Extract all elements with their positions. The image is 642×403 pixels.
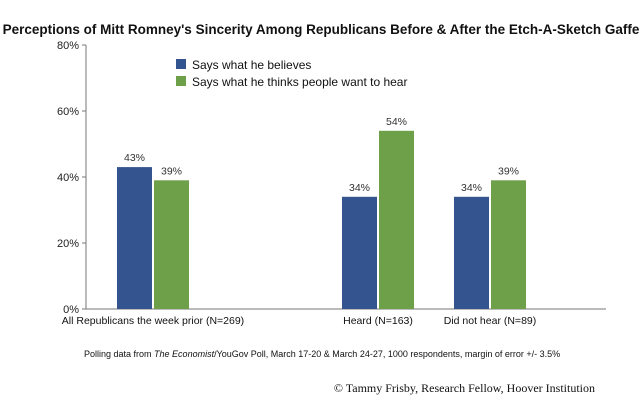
data-label: 34%: [349, 182, 370, 194]
data-label: 34%: [461, 182, 482, 194]
bar-want-to-hear: [491, 180, 526, 309]
y-tick-label: 80%: [57, 40, 79, 52]
chart-title: Perceptions of Mitt Romney's Sincerity A…: [3, 22, 640, 37]
category-label: Heard (N=163): [343, 315, 413, 327]
bar-want-to-hear: [154, 180, 189, 309]
data-labels: 43% 34% 34% 39% 54% 39%: [124, 116, 519, 194]
data-label: 43%: [124, 152, 145, 164]
y-tick-label: 60%: [57, 106, 79, 118]
category-label: Did not hear (N=89): [444, 315, 537, 327]
legend-swatch: [176, 59, 186, 69]
y-tick-label: 40%: [57, 172, 79, 184]
footnote: Polling data from The Economist/YouGov P…: [84, 349, 560, 359]
bar-believes: [117, 167, 152, 309]
bars: [117, 130, 526, 309]
category-label: All Republicans the week prior (N=269): [62, 315, 244, 327]
data-label: 39%: [161, 165, 182, 177]
legend: Says what he believes Says what he thinks…: [176, 58, 407, 89]
bar-believes: [454, 196, 489, 309]
data-label: 39%: [498, 165, 519, 177]
legend-swatch: [176, 76, 186, 86]
footnote-suffix: /YouGov Poll, March 17-20 & March 24-27,…: [214, 349, 560, 359]
category-labels: All Republicans the week prior (N=269) He…: [62, 315, 536, 327]
footnote-source: The Economist: [154, 349, 215, 359]
footnote-prefix: Polling data from: [84, 349, 154, 359]
bar-believes: [342, 196, 377, 309]
legend-entry: Says what he believes: [192, 58, 311, 72]
y-tick-label: 20%: [57, 238, 79, 250]
credit: © Tammy Frisby, Research Fellow, Hoover …: [334, 381, 595, 395]
data-label: 54%: [386, 116, 407, 128]
bar-want-to-hear: [379, 130, 414, 309]
y-tick-label: 0%: [63, 304, 79, 316]
legend-entry: Says what he thinks people want to hear: [192, 75, 407, 89]
